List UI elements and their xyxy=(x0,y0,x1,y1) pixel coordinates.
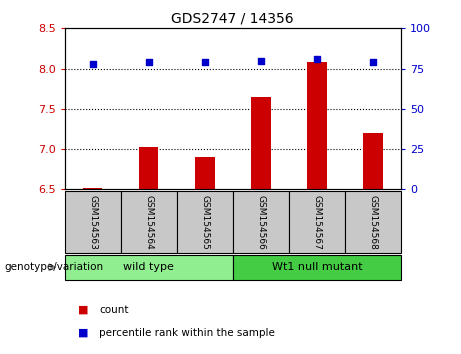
Point xyxy=(369,59,377,65)
Text: ■: ■ xyxy=(78,328,89,338)
Bar xyxy=(363,133,383,189)
Point xyxy=(89,61,96,67)
Text: wild type: wild type xyxy=(123,262,174,272)
Bar xyxy=(195,157,214,189)
Bar xyxy=(65,191,121,253)
Bar xyxy=(121,191,177,253)
Text: GSM154567: GSM154567 xyxy=(313,195,321,250)
Bar xyxy=(345,191,401,253)
Text: GSM154566: GSM154566 xyxy=(256,195,266,250)
Bar xyxy=(233,255,401,280)
Bar xyxy=(139,147,159,189)
Bar xyxy=(307,62,327,189)
Bar xyxy=(65,255,233,280)
Point xyxy=(201,59,208,65)
Title: GDS2747 / 14356: GDS2747 / 14356 xyxy=(171,12,294,26)
Text: percentile rank within the sample: percentile rank within the sample xyxy=(99,328,275,338)
Text: ■: ■ xyxy=(78,305,89,315)
Point xyxy=(313,56,321,62)
Text: GSM154564: GSM154564 xyxy=(144,195,153,250)
Text: genotype/variation: genotype/variation xyxy=(5,262,104,272)
Bar xyxy=(83,188,102,189)
Bar xyxy=(177,191,233,253)
Text: GSM154568: GSM154568 xyxy=(368,195,378,250)
Text: GSM154563: GSM154563 xyxy=(88,195,97,250)
Point xyxy=(257,58,265,63)
Text: GSM154565: GSM154565 xyxy=(200,195,209,250)
Text: Wt1 null mutant: Wt1 null mutant xyxy=(272,262,362,272)
Bar xyxy=(251,97,271,189)
Bar xyxy=(289,191,345,253)
Bar xyxy=(233,191,289,253)
Point xyxy=(145,59,152,65)
Text: count: count xyxy=(99,305,129,315)
